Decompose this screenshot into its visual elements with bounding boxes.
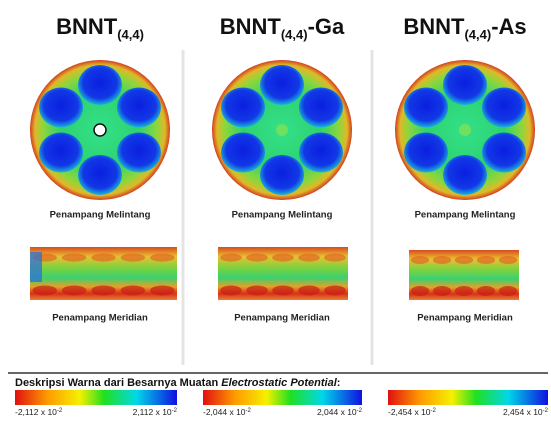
column-title: BNNT(4,4)	[56, 14, 144, 43]
cross-section-lobe	[39, 88, 83, 128]
cross-section-center	[94, 124, 106, 136]
meridian-spot	[411, 256, 429, 264]
meridian-spot	[411, 286, 429, 296]
label-mantissa: 2,112 x 10	[133, 407, 172, 417]
cross-section-center	[459, 124, 471, 136]
cross-section-caption: Penampang Melintang	[50, 210, 151, 221]
cross-section-lobe	[78, 155, 122, 195]
label-exponent: -2	[246, 408, 252, 414]
cross-section-caption: Penampang Melintang	[415, 210, 516, 221]
meridian-spot	[433, 286, 451, 296]
meridian-spot	[121, 285, 146, 295]
scale-max-label: 2,112 x 10-2	[133, 407, 178, 417]
label-exponent: -2	[357, 408, 363, 414]
color-scale	[203, 390, 362, 405]
scale-max-label: 2,454 x 10-2	[503, 407, 549, 417]
meridian-spot	[62, 254, 87, 262]
meridian-caption: Penampang Meridian	[234, 313, 330, 324]
meridian-spot	[455, 286, 473, 296]
meridian-edge	[30, 252, 42, 282]
scale-min-label: -2,454 x 10-2	[388, 407, 437, 417]
meridian-spot	[477, 256, 495, 264]
cross-section-lobe	[78, 65, 122, 105]
meridian-spot	[298, 285, 320, 295]
cross-section-lobe	[221, 133, 265, 173]
label-mantissa: -2,044 x 10	[203, 407, 246, 417]
cross-section-lobe	[117, 88, 161, 128]
cross-section-lobe	[260, 155, 304, 195]
meridian-spot	[91, 285, 116, 295]
meridian-spot	[455, 256, 473, 264]
label-exponent: -2	[543, 408, 549, 414]
cross-section-lobe	[117, 133, 161, 173]
label-exponent: -2	[172, 408, 178, 414]
column-title: BNNT(4,4)-Ga	[220, 14, 345, 43]
meridian-spot	[272, 285, 294, 295]
title-subscript: (4,4)	[281, 27, 308, 42]
title-main: BNNT	[56, 14, 118, 39]
meridian-spot	[32, 285, 57, 295]
meridian-spot	[91, 254, 116, 262]
cross-section-lobe	[221, 88, 265, 128]
label-exponent: -2	[57, 408, 63, 414]
title-main: BNNT	[220, 14, 282, 39]
color-scale	[15, 390, 177, 405]
meridian-spot	[246, 285, 268, 295]
legend-title: Deskripsi Warna dari Besarnya Muatan Ele…	[15, 377, 340, 389]
title-subscript: (4,4)	[117, 27, 144, 42]
cross-section-lobe	[443, 65, 487, 105]
meridian-spot	[324, 285, 346, 295]
meridian-spot	[246, 254, 268, 262]
meridian-spot	[433, 256, 451, 264]
cross-section-caption: Penampang Melintang	[232, 210, 333, 221]
meridian-caption: Penampang Meridian	[52, 313, 148, 324]
cross-section-lobe	[482, 88, 526, 128]
cross-section-lobe	[299, 133, 343, 173]
column-title: BNNT(4,4)-As	[403, 14, 526, 43]
label-mantissa: -2,454 x 10	[388, 407, 431, 417]
scale-min-label: -2,044 x 10-2	[203, 407, 252, 417]
meridian-spot	[150, 285, 175, 295]
meridian-spot	[62, 285, 87, 295]
cross-section-lobe	[260, 65, 304, 105]
meridian-spot	[324, 254, 346, 262]
meridian-spot	[499, 286, 517, 296]
meridian-caption: Penampang Meridian	[417, 313, 513, 324]
cross-section-lobe	[482, 133, 526, 173]
meridian-spot	[477, 286, 495, 296]
label-mantissa: 2,044 x 10	[317, 407, 357, 417]
cross-section-center	[276, 124, 288, 136]
meridian-spot	[499, 256, 517, 264]
meridian-spot	[121, 254, 146, 262]
meridian-spot	[220, 254, 242, 262]
scale-min-label: -2,112 x 10-2	[15, 407, 63, 417]
cross-section-lobe	[404, 88, 448, 128]
title-suffix: -Ga	[308, 14, 345, 39]
cross-section-lobe	[39, 133, 83, 173]
label-mantissa: 2,454 x 10	[503, 407, 543, 417]
label-mantissa: -2,112 x 10	[15, 407, 57, 417]
cross-section-lobe	[299, 88, 343, 128]
figure: Deskripsi Warna dari Besarnya Muatan Ele…	[0, 0, 551, 421]
label-exponent: -2	[431, 408, 437, 414]
cross-section-lobe	[404, 133, 448, 173]
meridian-spot	[272, 254, 294, 262]
title-subscript: (4,4)	[464, 27, 491, 42]
meridian-spot	[298, 254, 320, 262]
title-suffix: -As	[491, 14, 526, 39]
scale-max-label: 2,044 x 10-2	[317, 407, 363, 417]
title-main: BNNT	[403, 14, 465, 39]
cross-section-lobe	[443, 155, 487, 195]
meridian-spot	[150, 254, 175, 262]
color-scale	[388, 390, 548, 405]
meridian-spot	[220, 285, 242, 295]
